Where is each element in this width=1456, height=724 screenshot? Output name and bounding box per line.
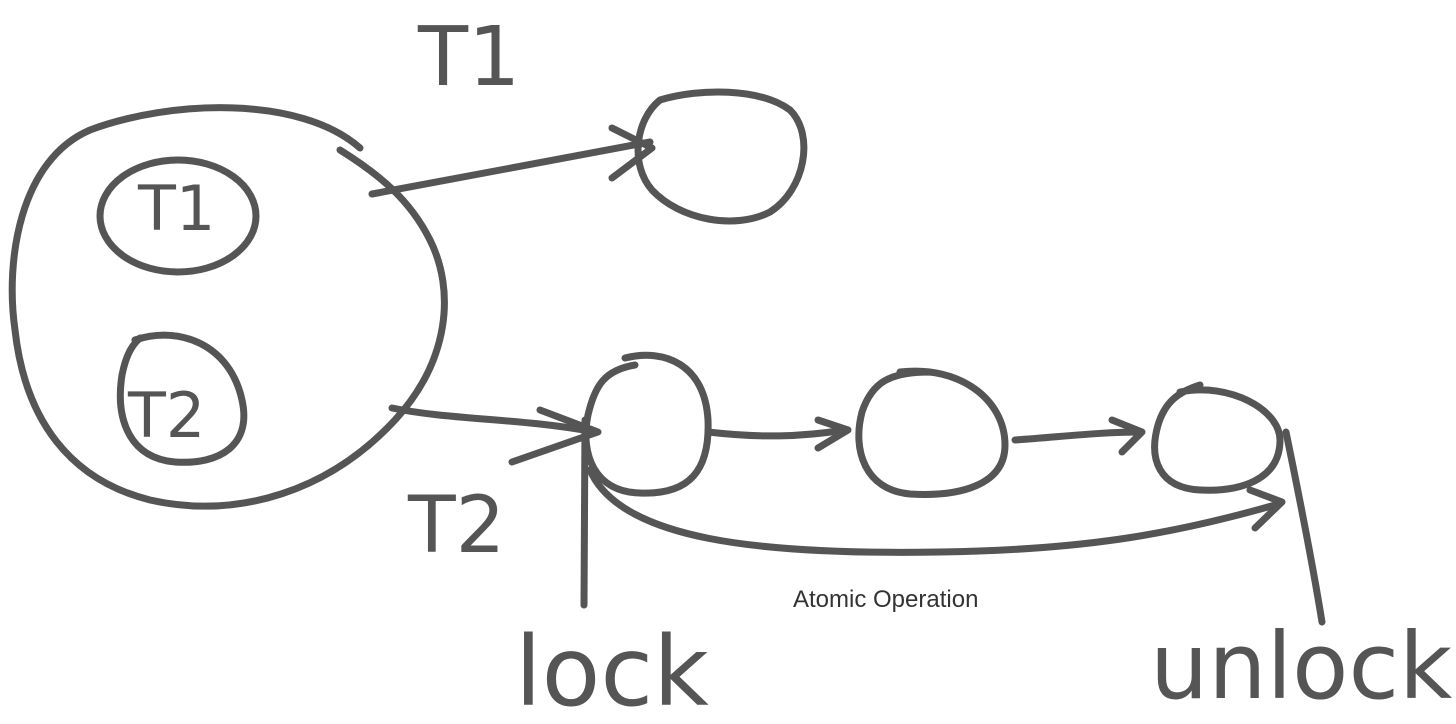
lock-marker	[580, 416, 589, 609]
label-t1-top: T1	[417, 10, 520, 105]
arrow-chain-1-2-head	[814, 416, 852, 452]
chain-node-3	[1151, 381, 1284, 494]
unlock-marker	[1282, 428, 1326, 626]
label-t2-bottom: T2	[407, 481, 505, 571]
arrow-t1	[368, 138, 654, 198]
label-lock: lock	[515, 616, 709, 724]
label-t2-inner: T2	[127, 379, 205, 452]
label-t1-inner: T1	[137, 172, 215, 245]
arrow-t2-head	[508, 406, 602, 466]
chain-node-2	[855, 367, 1009, 498]
process-blob	[8, 104, 448, 510]
thread-t2-node	[116, 331, 248, 466]
arrow-chain-2-3-head	[1108, 416, 1146, 456]
arrow-chain-2-3	[1011, 428, 1144, 444]
arrow-chain-1-2	[704, 426, 849, 440]
chain-node-1	[582, 351, 712, 497]
arrow-t1-head	[608, 124, 656, 182]
label-unlock: unlock	[1150, 613, 1453, 720]
atomic-operation-curve	[586, 466, 1279, 556]
label-atomic-operation: Atomic Operation	[793, 586, 978, 613]
atomic-operation-curve-head	[1246, 486, 1286, 532]
thread-t1-node	[96, 156, 260, 276]
resource-node-top	[634, 88, 808, 225]
arrow-t2	[388, 404, 599, 436]
